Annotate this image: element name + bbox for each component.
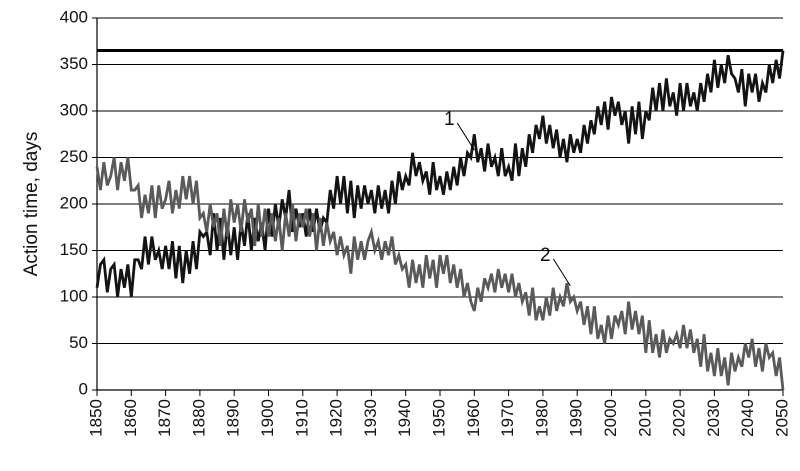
series-line [95, 157, 785, 391]
y-tick-label: 350 [60, 54, 88, 73]
x-tick-label: 2010 [635, 399, 654, 437]
x-tick-label: 2050 [772, 399, 791, 437]
x-tick-label: 1890 [224, 399, 243, 437]
annotation: 1 [444, 109, 455, 130]
annotation: 2 [540, 245, 551, 266]
series-line [95, 50, 785, 298]
x-tick-label: 2000 [601, 399, 620, 437]
x-tick-label: 1960 [464, 399, 483, 437]
x-tick-label: 1860 [121, 399, 140, 437]
annotation-leader [456, 122, 475, 151]
y-tick-label: 50 [69, 333, 88, 352]
x-tick-label: 2030 [704, 399, 723, 437]
x-tick-label: 1980 [532, 399, 551, 437]
x-tick-label: 1940 [395, 399, 414, 437]
y-tick-label: 100 [60, 286, 88, 305]
y-tick-label: 0 [79, 379, 88, 398]
x-tick-label: 1870 [155, 399, 174, 437]
x-tick-label: 1950 [429, 399, 448, 437]
x-tick-label: 1930 [361, 399, 380, 437]
y-tick-label: 200 [60, 193, 88, 212]
y-tick-label: 150 [60, 240, 88, 259]
x-tick-label: 1970 [498, 399, 517, 437]
x-tick-label: 1880 [189, 399, 208, 437]
x-tick-label: 1920 [327, 399, 346, 437]
y-tick-label: 300 [60, 100, 88, 119]
x-tick-label: 1990 [567, 399, 586, 437]
x-tick-label: 1910 [292, 399, 311, 437]
x-tick-label: 2020 [670, 399, 689, 437]
x-tick-label: 1900 [258, 399, 277, 437]
x-tick-label: 2040 [738, 399, 757, 437]
y-tick-label: 400 [60, 7, 88, 26]
y-tick-label: 250 [60, 147, 88, 166]
annotation-leader [552, 258, 571, 287]
y-axis-label: Action time, days [21, 132, 42, 277]
x-tick-label: 1850 [86, 399, 105, 437]
